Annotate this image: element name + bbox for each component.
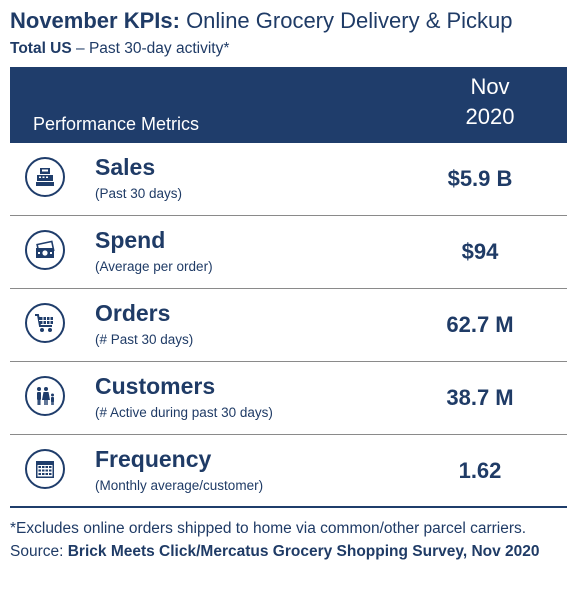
- row-value: $94: [461, 239, 499, 264]
- page-subtitle: Total US – Past 30-day activity*: [10, 39, 570, 59]
- row-value: $5.9 B: [447, 166, 513, 191]
- row-subtitle: (Average per order): [95, 259, 213, 274]
- table-row-spend: Spend (Average per order) $94: [10, 216, 567, 289]
- row-title: Spend: [95, 227, 166, 253]
- page-title: November KPIs: Online Grocery Delivery &…: [10, 6, 570, 36]
- header-year: 2020: [465, 104, 515, 129]
- title-rest: Online Grocery Delivery & Pickup: [179, 8, 513, 33]
- row-title: Customers: [95, 373, 216, 399]
- row-subtitle: (# Active during past 30 days): [95, 405, 273, 420]
- table-row-customers: Customers (# Active during past 30 days)…: [10, 362, 567, 435]
- row-title: Orders: [95, 300, 171, 326]
- header-month: Nov: [470, 74, 510, 99]
- table-row-orders: Orders (# Past 30 days) 62.7 M: [10, 289, 567, 362]
- table-row-sales: Sales (Past 30 days) $5.9 B: [10, 143, 567, 216]
- row-title: Frequency: [95, 446, 212, 472]
- footnote: *Excludes online orders shipped to home …: [10, 517, 570, 563]
- row-subtitle: (# Past 30 days): [95, 332, 194, 347]
- calendar-icon: [25, 449, 65, 489]
- row-value: 38.7 M: [446, 385, 514, 410]
- row-subtitle: (Monthly average/customer): [95, 478, 264, 493]
- header-metric-label: Performance Metrics: [33, 114, 200, 134]
- row-value: 62.7 M: [446, 312, 514, 337]
- footnote-source: Brick Meets Click/Mercatus Grocery Shopp…: [67, 543, 540, 560]
- row-title: Sales: [95, 154, 156, 180]
- subtitle-bold: Total US: [10, 40, 72, 57]
- row-subtitle: (Past 30 days): [95, 186, 183, 201]
- title-bold: November KPIs:: [10, 8, 180, 33]
- money-cash-icon: [25, 230, 65, 270]
- footnote-text: *Excludes online orders shipped to home …: [10, 520, 527, 560]
- shopping-cart-icon: [25, 303, 65, 343]
- subtitle-rest: – Past 30-day activity*: [71, 40, 230, 57]
- table-header: Performance Metrics Nov 2020: [10, 67, 567, 143]
- cash-register-icon: [25, 157, 65, 197]
- table-row-frequency: Frequency (Monthly average/customer) 1.6…: [10, 435, 567, 508]
- row-value: 1.62: [458, 458, 502, 483]
- family-icon: [25, 376, 65, 416]
